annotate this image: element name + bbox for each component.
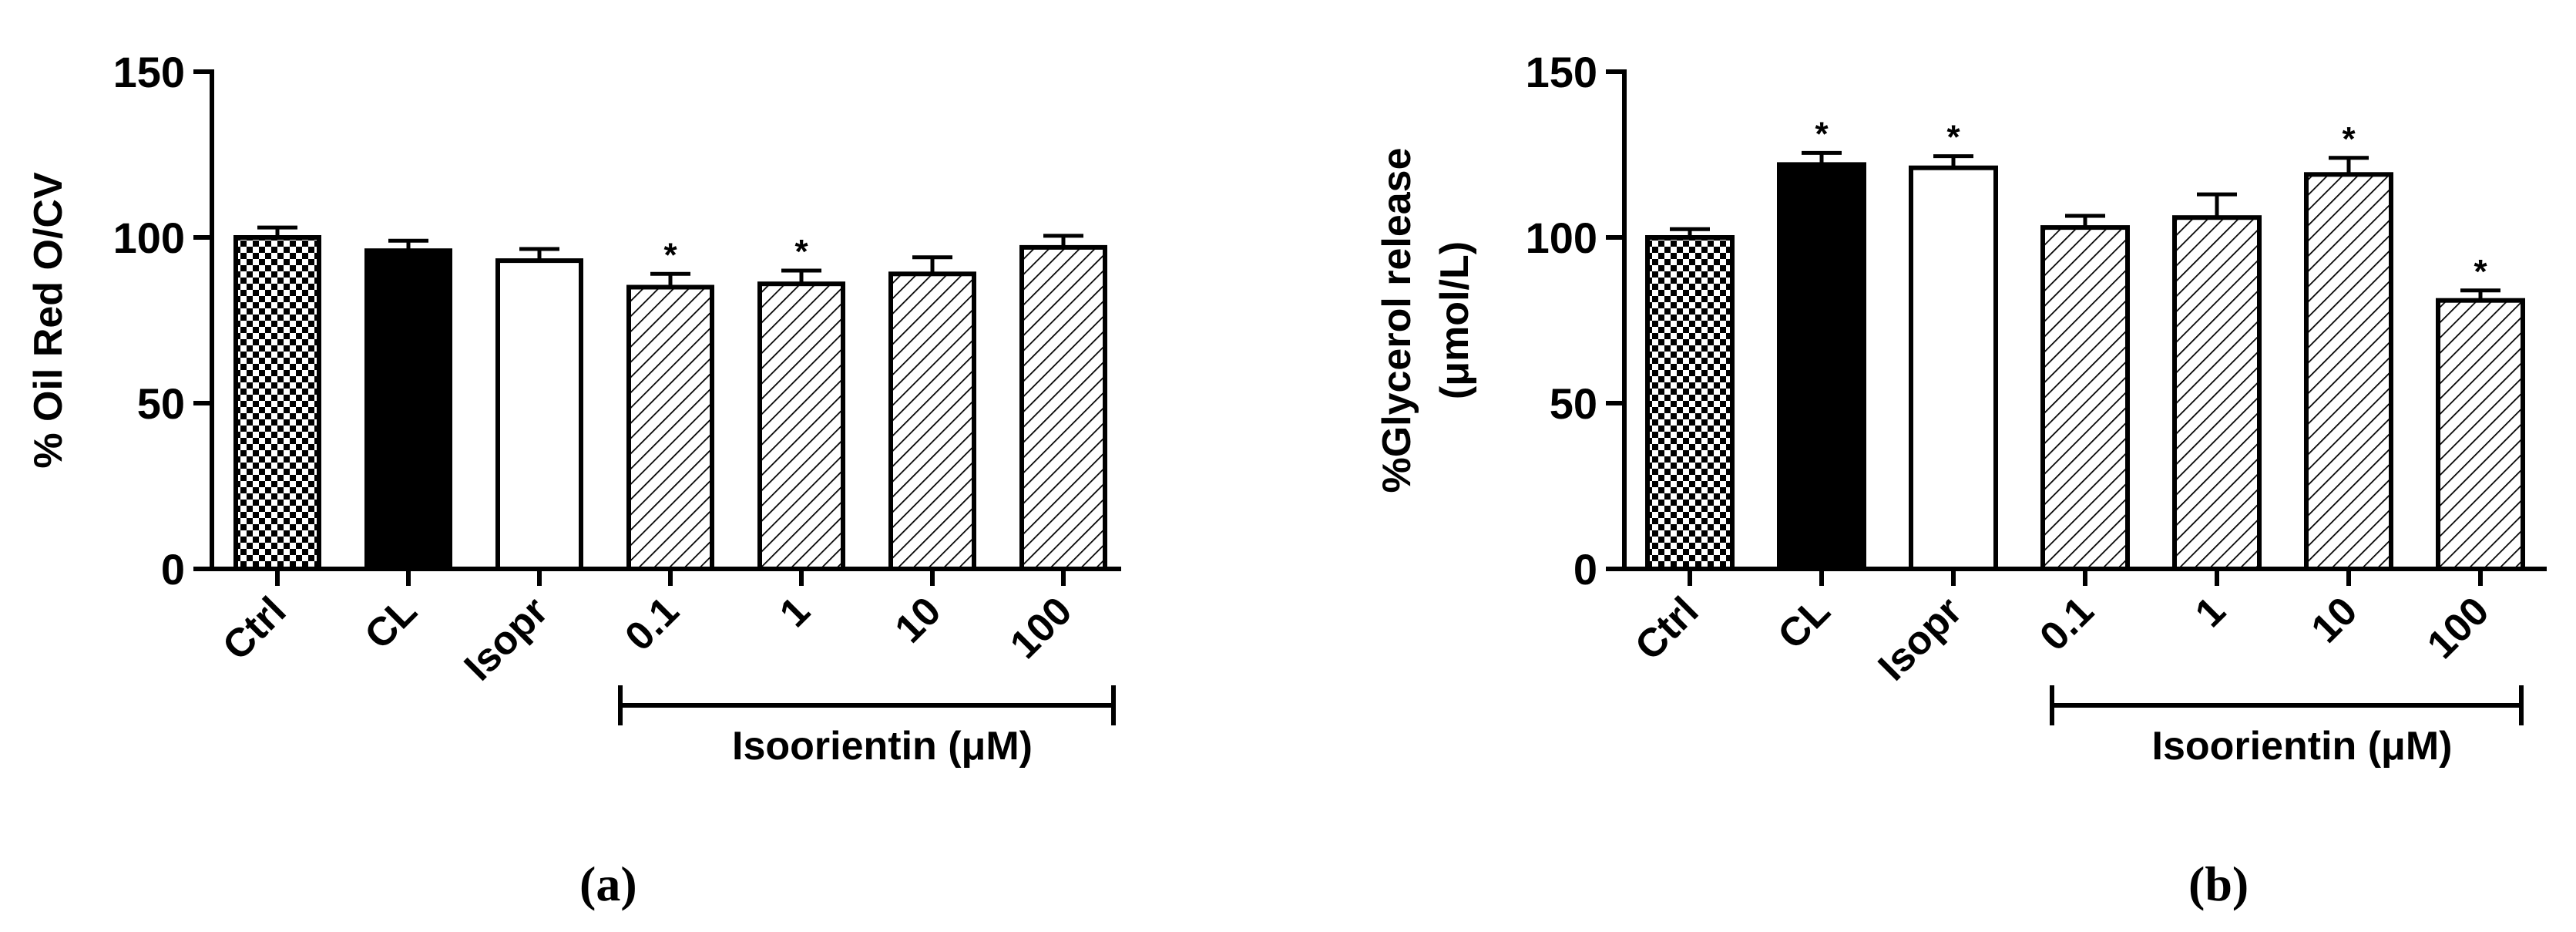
y-tick-label: 100 [113, 214, 185, 262]
panel-a-label: (a) [579, 856, 637, 911]
bar-cl [364, 248, 452, 571]
bar-isopr [495, 258, 583, 571]
y-tick-label: 50 [137, 379, 185, 428]
bar-ctrl [233, 235, 321, 571]
x-tick-label: Isopr [456, 588, 557, 689]
significance-marker: * [1946, 119, 1960, 156]
panel-b-chart: 0 50 100 150 %Glycerol release (μmol/L) Ctrl CL… [1375, 48, 2547, 769]
group-label: Isoorientin (μM) [2152, 724, 2453, 769]
group-label: Isoorientin (μM) [732, 724, 1033, 769]
y-tick-label: 0 [161, 545, 185, 594]
significance-marker: * [663, 236, 677, 274]
significance-marker: * [2342, 120, 2356, 158]
significance-marker: * [2474, 253, 2487, 291]
y-tick-label: 150 [113, 48, 185, 96]
panel-a-chart: 0 50 100 150 % Oil Red O/CV Ctrl CL Isopr 0.1 * 1 *… [26, 48, 1121, 769]
x-tick-label: CL [356, 588, 425, 658]
bar-100 [1019, 244, 1107, 571]
x-tick-label: CL [1769, 588, 1839, 658]
x-tick-label: 0.1 [2031, 588, 2102, 659]
bar-10 [888, 271, 976, 571]
y-axis-label: % Oil Red O/CV [26, 172, 71, 469]
bar-cl [1777, 162, 1866, 571]
x-tick-label: 100 [1002, 588, 1080, 667]
bar-isopr [1909, 165, 1998, 571]
bar-0_1 [2040, 225, 2130, 571]
bar-100 [2436, 298, 2525, 571]
y-tick-label: 100 [1526, 214, 1597, 262]
bar-1 [2172, 215, 2262, 571]
y-axis-label-units: (μmol/L) [1432, 241, 1477, 399]
x-tick-label: Isopr [1870, 588, 1971, 689]
significance-marker: * [1815, 115, 1829, 153]
x-tick-label: 100 [2419, 588, 2497, 667]
bar-0_1 [626, 284, 714, 571]
x-tick-label: Ctrl [214, 588, 294, 668]
x-tick-label: Ctrl [1627, 588, 1707, 668]
x-tick-label: 1 [2187, 588, 2234, 635]
y-axis-label: %Glycerol release [1375, 147, 1419, 493]
x-tick-label: 1 [771, 588, 818, 635]
y-tick-label: 50 [1550, 379, 1597, 428]
x-tick-label: 10 [887, 588, 950, 651]
bar-1 [757, 281, 845, 571]
y-tick-label: 150 [1526, 48, 1597, 96]
x-tick-label: 10 [2303, 588, 2366, 651]
x-tick-label: 0.1 [616, 588, 687, 659]
significance-marker: * [794, 233, 808, 271]
panel-b-label: (b) [2188, 856, 2249, 911]
bar-10 [2304, 172, 2393, 572]
bar-ctrl [1645, 235, 1735, 571]
y-tick-label: 0 [1573, 545, 1597, 594]
